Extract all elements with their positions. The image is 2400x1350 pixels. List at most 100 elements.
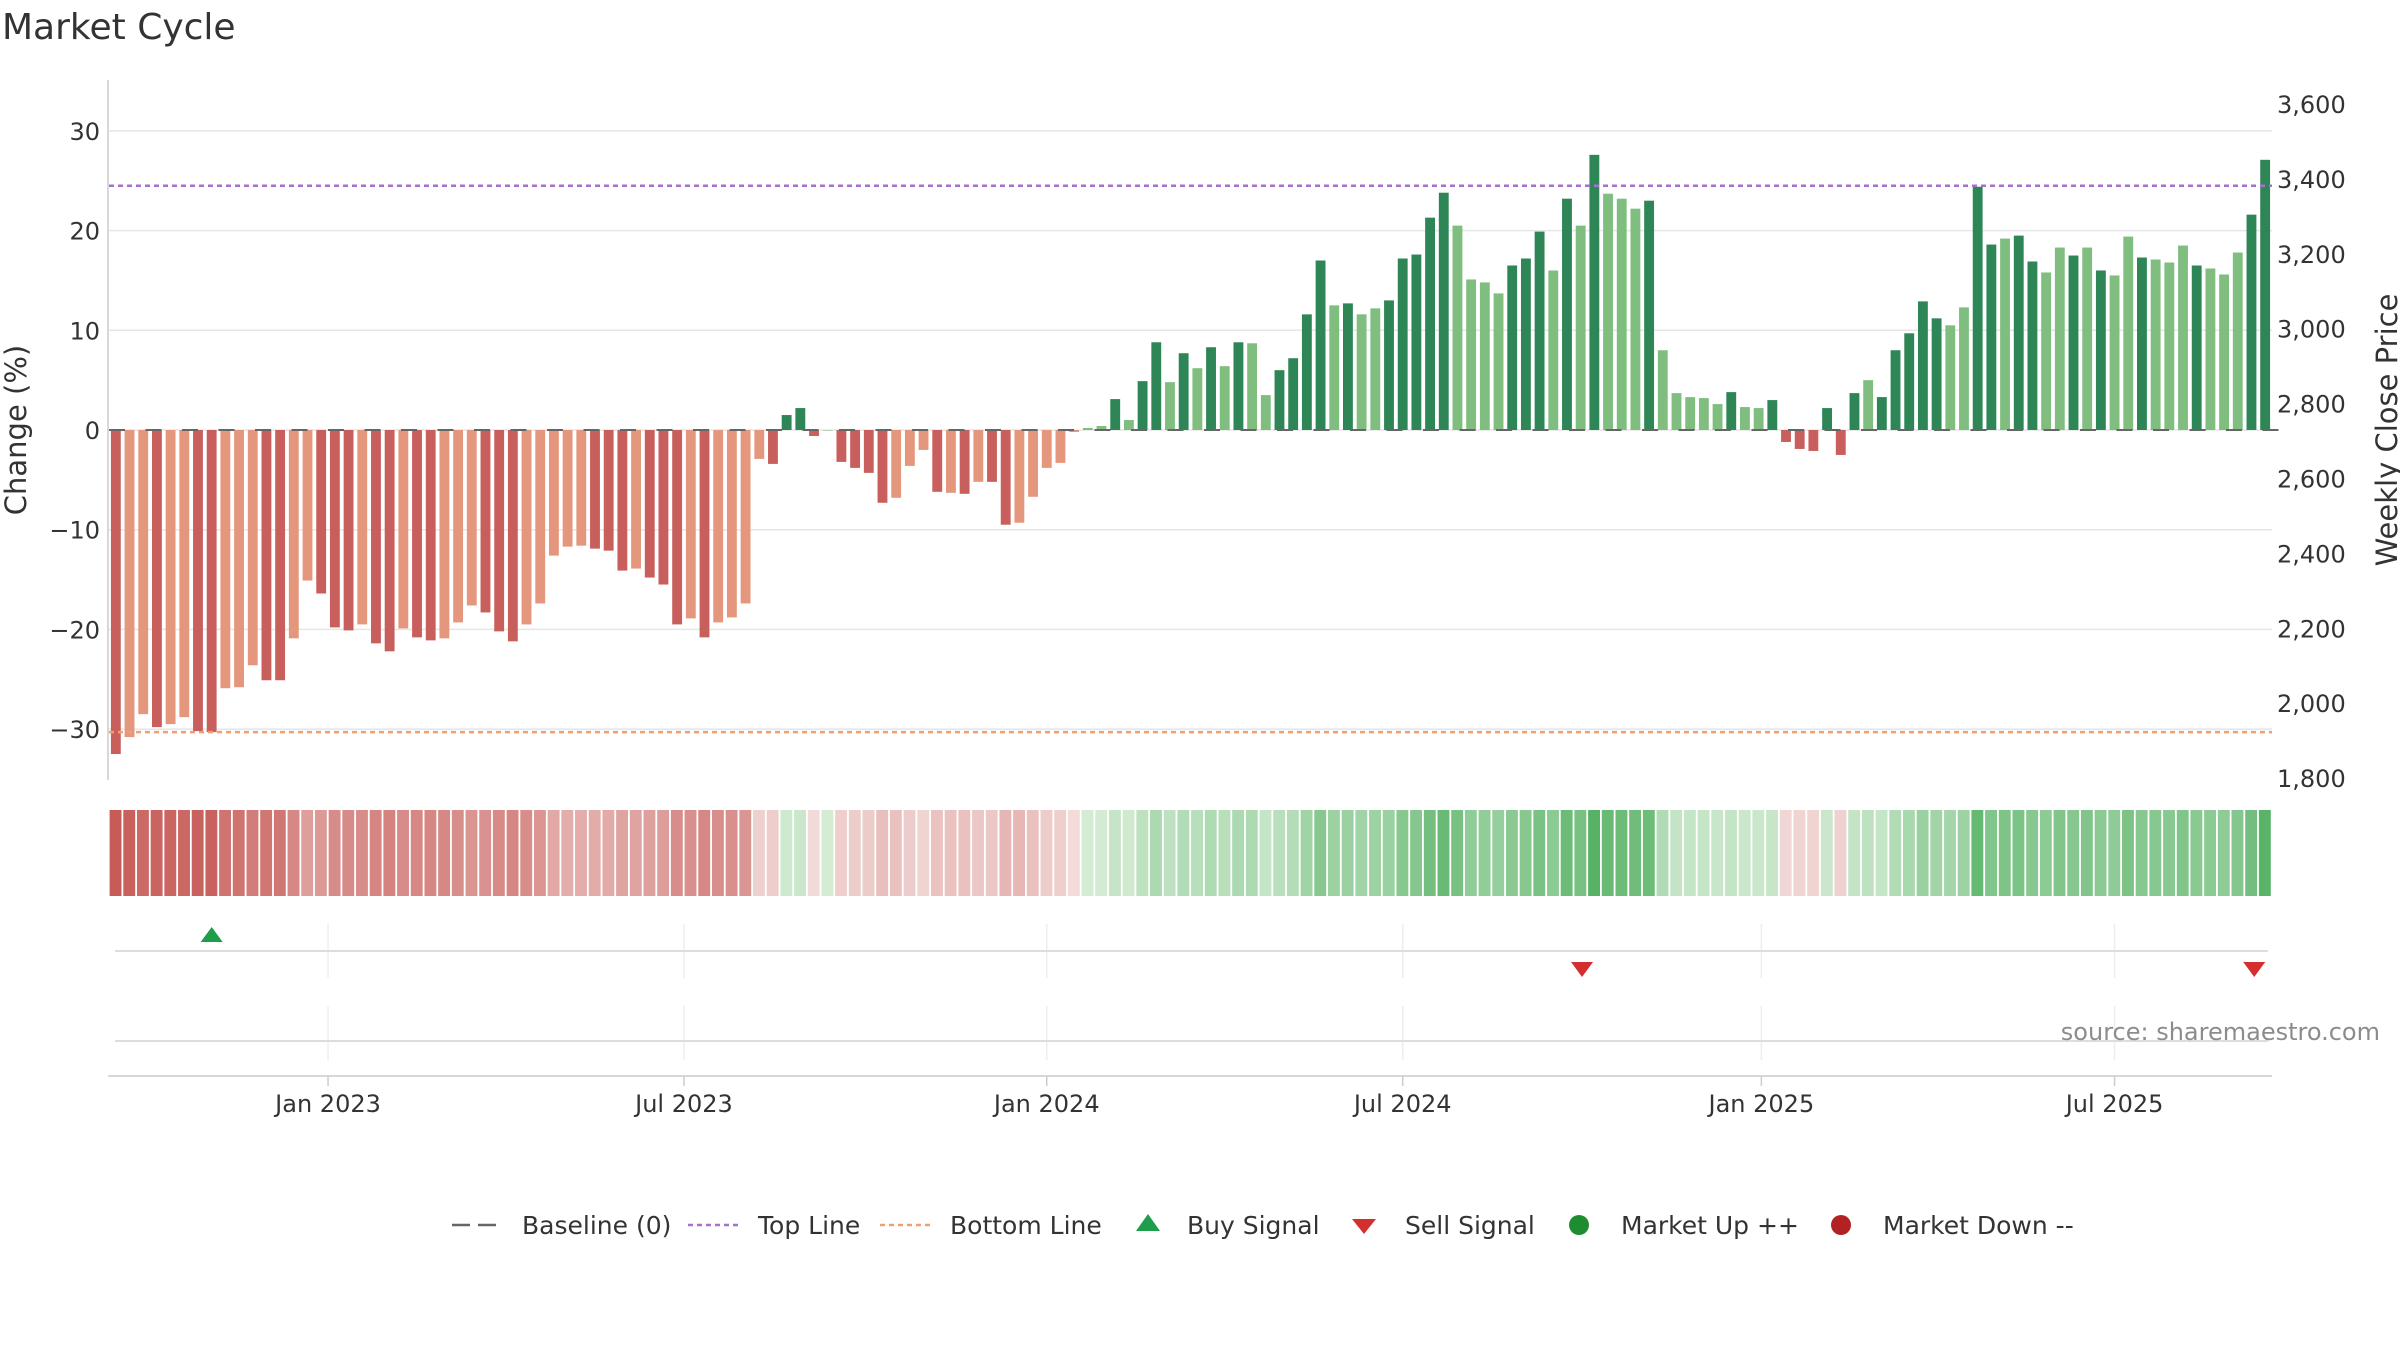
heat-cell xyxy=(1670,810,1683,896)
heat-cell xyxy=(314,810,327,896)
right-tick-label: 1,800 xyxy=(2277,765,2346,793)
heat-cell xyxy=(1341,810,1354,896)
right-tick-label: 2,600 xyxy=(2277,466,2346,494)
heat-cell xyxy=(1410,810,1423,896)
heat-cell xyxy=(807,810,820,896)
heat-cell xyxy=(1451,810,1464,896)
right-tick-label: 2,200 xyxy=(2277,615,2346,643)
red-dot-icon xyxy=(1831,1215,1851,1235)
signal-panel xyxy=(115,924,2268,1060)
heat-cell xyxy=(862,810,875,896)
legend-label: Bottom Line xyxy=(950,1211,1102,1240)
change-bar xyxy=(2178,245,2188,430)
change-bar xyxy=(2027,261,2038,430)
heat-cell xyxy=(164,810,177,896)
change-bar xyxy=(2150,259,2161,430)
change-bar xyxy=(2260,159,2271,431)
right-tick-label: 2,400 xyxy=(2277,540,2346,568)
change-bar xyxy=(891,430,902,498)
left-tick-label: −20 xyxy=(49,616,100,644)
heat-cell xyxy=(2108,810,2121,896)
change-bar xyxy=(1000,430,1011,525)
left-axis-title: Change (%) xyxy=(0,345,33,515)
heat-cell xyxy=(1711,810,1724,896)
heat-cell xyxy=(2204,810,2217,896)
change-bar xyxy=(234,430,244,688)
heat-cell xyxy=(356,810,368,896)
heat-cell xyxy=(972,810,984,896)
heat-cell xyxy=(2026,810,2039,896)
heat-cell xyxy=(1971,810,1984,896)
change-bar xyxy=(412,430,422,638)
change-bar xyxy=(1014,430,1025,523)
change-bar xyxy=(425,430,436,641)
change-bar xyxy=(2041,272,2052,430)
change-bar xyxy=(2246,214,2257,430)
right-tick-label: 2,000 xyxy=(2277,690,2346,718)
heat-cell xyxy=(109,810,122,896)
change-bar xyxy=(548,430,559,556)
heat-cell xyxy=(150,810,163,896)
right-axis-title: Weekly Close Price xyxy=(2370,294,2400,567)
change-bar xyxy=(124,430,135,738)
change-bar xyxy=(1466,279,1477,430)
heat-cell xyxy=(2176,810,2189,896)
change-bar xyxy=(877,430,888,503)
heat-cell xyxy=(835,810,848,896)
change-bar xyxy=(1137,381,1148,430)
heat-cell xyxy=(629,810,642,896)
heat-cell xyxy=(1875,810,1888,896)
heat-cell xyxy=(889,810,902,896)
change-bar xyxy=(302,430,313,581)
heat-cell xyxy=(1916,810,1929,896)
change-bar xyxy=(2095,270,2106,430)
heat-cell xyxy=(492,810,505,896)
change-bar xyxy=(151,430,162,728)
heat-cell xyxy=(205,810,218,896)
change-bar xyxy=(1055,430,1066,463)
change-bar xyxy=(836,430,847,462)
heat-cell xyxy=(2190,810,2203,896)
heat-cell xyxy=(1752,810,1765,896)
change-bar xyxy=(973,430,984,482)
change-bar xyxy=(2054,247,2065,430)
heat-cell xyxy=(424,810,437,896)
source-text: source: sharemaestro.com xyxy=(2061,1018,2380,1046)
change-bar xyxy=(1959,307,1969,430)
heat-cell xyxy=(1588,810,1600,896)
legend-label: Buy Signal xyxy=(1187,1211,1320,1240)
heat-cell xyxy=(1957,810,1970,896)
change-bar xyxy=(672,430,683,625)
heat-cell xyxy=(575,810,587,896)
change-bar xyxy=(562,430,573,547)
change-bar xyxy=(1315,260,1326,430)
change-bar xyxy=(603,430,614,551)
heat-cell xyxy=(848,810,861,896)
heat-cell xyxy=(1492,810,1505,896)
change-bar xyxy=(439,430,450,639)
change-bar xyxy=(357,430,368,625)
change-bar xyxy=(1110,399,1121,430)
heat-cell xyxy=(1725,810,1737,896)
change-bar xyxy=(959,430,970,494)
heat-cell xyxy=(1738,810,1751,896)
change-bar xyxy=(2164,262,2175,430)
heat-cell xyxy=(1889,810,1902,896)
legend-label: Baseline (0) xyxy=(522,1211,671,1240)
change-bar xyxy=(685,430,696,619)
heat-cell xyxy=(1519,810,1532,896)
change-bar xyxy=(726,430,737,618)
left-tick-label: 20 xyxy=(69,218,100,246)
heat-cell xyxy=(1396,810,1409,896)
change-bar xyxy=(1151,342,1162,430)
change-bar xyxy=(1835,430,1846,455)
change-bar xyxy=(2232,252,2243,430)
change-bar xyxy=(535,430,546,604)
change-bar xyxy=(521,430,532,625)
change-bar xyxy=(1123,420,1134,430)
heat-cell xyxy=(1533,810,1546,896)
change-bar xyxy=(1781,430,1791,442)
change-bar xyxy=(863,430,874,473)
change-bar xyxy=(1397,258,1408,430)
